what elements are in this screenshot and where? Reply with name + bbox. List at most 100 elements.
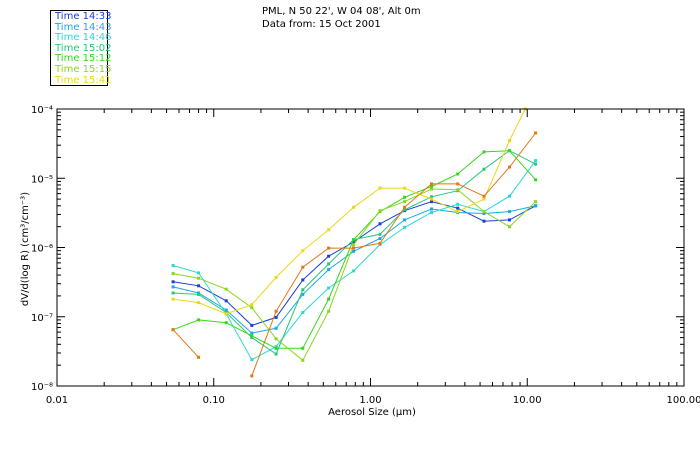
series-group bbox=[171, 107, 527, 316]
location-title: PML, N 50 22', W 04 08', Alt 0m bbox=[262, 6, 421, 17]
plot-frame bbox=[56, 108, 685, 387]
data-point bbox=[352, 238, 356, 242]
data-point bbox=[482, 150, 486, 154]
legend: Time 14:33 Time 14:43 Time 14:46 Time 15… bbox=[50, 10, 112, 86]
series-group bbox=[171, 187, 538, 362]
data-point bbox=[456, 206, 460, 210]
data-point bbox=[403, 195, 407, 199]
y-tick-label: 10⁻⁶ bbox=[31, 244, 53, 255]
data-point bbox=[274, 337, 278, 341]
data-point bbox=[250, 306, 254, 310]
data-point bbox=[171, 280, 175, 284]
data-point bbox=[250, 374, 254, 378]
data-point bbox=[430, 182, 433, 186]
data-point bbox=[301, 311, 305, 314]
data-point bbox=[327, 297, 331, 301]
data-point bbox=[352, 249, 356, 253]
data-point bbox=[197, 301, 201, 305]
data-point bbox=[482, 219, 486, 223]
data-point bbox=[301, 346, 305, 350]
data-point bbox=[534, 162, 538, 166]
data-point bbox=[197, 271, 201, 275]
data-point bbox=[301, 278, 305, 282]
data-point bbox=[508, 225, 511, 229]
data-point bbox=[352, 240, 356, 244]
data-point bbox=[171, 297, 175, 301]
data-point bbox=[224, 321, 228, 325]
data-point bbox=[224, 287, 228, 291]
data-point bbox=[301, 292, 305, 296]
data-point bbox=[508, 210, 511, 214]
data-point bbox=[250, 334, 254, 338]
x-axis-label: Aerosol Size (μm) bbox=[328, 407, 416, 418]
data-point bbox=[430, 187, 433, 191]
data-point bbox=[403, 205, 407, 209]
data-point bbox=[403, 225, 407, 229]
data-point bbox=[301, 249, 305, 253]
data-point bbox=[250, 336, 254, 340]
data-point bbox=[274, 346, 278, 350]
legend-item: Time 15:02 bbox=[55, 42, 112, 54]
series-line bbox=[173, 201, 536, 326]
data-point bbox=[482, 210, 486, 214]
data-point bbox=[250, 331, 254, 335]
series-group bbox=[171, 131, 538, 378]
data-point bbox=[534, 159, 538, 163]
data-point bbox=[352, 205, 356, 209]
date-subtitle: Data from: 15 Oct 2001 bbox=[262, 19, 381, 30]
data-point bbox=[171, 291, 175, 295]
data-point bbox=[430, 200, 433, 204]
data-point bbox=[403, 208, 407, 212]
data-point bbox=[171, 272, 175, 276]
data-point bbox=[171, 285, 175, 289]
x-tick-label: 10.00 bbox=[513, 395, 542, 406]
data-point bbox=[378, 209, 382, 213]
axis-layer: 0.01 0.10 1.00 10.00 100.00 10⁻⁸ 10⁻⁷ 10⁻⁶ 10⁻⁵ 1… bbox=[31, 105, 700, 406]
x-tick-label: 0.10 bbox=[203, 395, 225, 406]
data-point bbox=[197, 284, 201, 288]
data-point bbox=[274, 275, 278, 279]
data-point bbox=[301, 358, 305, 362]
legend-item: Time 14:33 bbox=[55, 11, 112, 22]
data-point bbox=[508, 194, 511, 198]
data-point bbox=[274, 345, 278, 349]
data-point bbox=[378, 232, 382, 236]
data-point bbox=[508, 218, 511, 222]
series-line bbox=[173, 108, 526, 315]
y-tick-label: 10⁻⁵ bbox=[31, 174, 53, 185]
data-point bbox=[482, 197, 486, 201]
data-point bbox=[224, 308, 228, 312]
data-point bbox=[378, 222, 382, 226]
data-point bbox=[378, 186, 382, 190]
data-point bbox=[250, 323, 254, 327]
data-point bbox=[403, 186, 407, 190]
data-point bbox=[508, 165, 511, 169]
x-tick-label: 0.01 bbox=[46, 395, 68, 406]
data-point bbox=[378, 241, 382, 245]
legend-item: Time 15:12 bbox=[55, 53, 112, 65]
data-point bbox=[274, 315, 278, 319]
data-point bbox=[327, 246, 331, 250]
data-point bbox=[250, 358, 254, 362]
data-point bbox=[456, 210, 460, 214]
x-tick-label: 1.00 bbox=[359, 395, 381, 406]
data-point bbox=[274, 309, 278, 313]
legend-item: Time 14:43 bbox=[55, 21, 112, 33]
legend-item: Time 15:15 bbox=[55, 63, 112, 75]
data-point bbox=[534, 131, 538, 135]
data-point bbox=[301, 288, 305, 292]
data-point bbox=[352, 246, 356, 250]
data-point bbox=[403, 218, 407, 222]
chart-header: PML, N 50 22', W 04 08', Alt 0m Data fro… bbox=[262, 5, 421, 31]
y-tick-label: 10⁻⁴ bbox=[31, 105, 53, 116]
data-point bbox=[430, 211, 433, 214]
data-point bbox=[403, 200, 407, 204]
data-point bbox=[352, 269, 356, 273]
y-tick-label: 10⁻⁸ bbox=[31, 382, 53, 393]
data-point bbox=[171, 328, 175, 332]
data-point bbox=[197, 292, 201, 296]
data-point bbox=[327, 262, 331, 266]
series-line bbox=[172, 329, 199, 358]
data-point bbox=[482, 194, 486, 198]
